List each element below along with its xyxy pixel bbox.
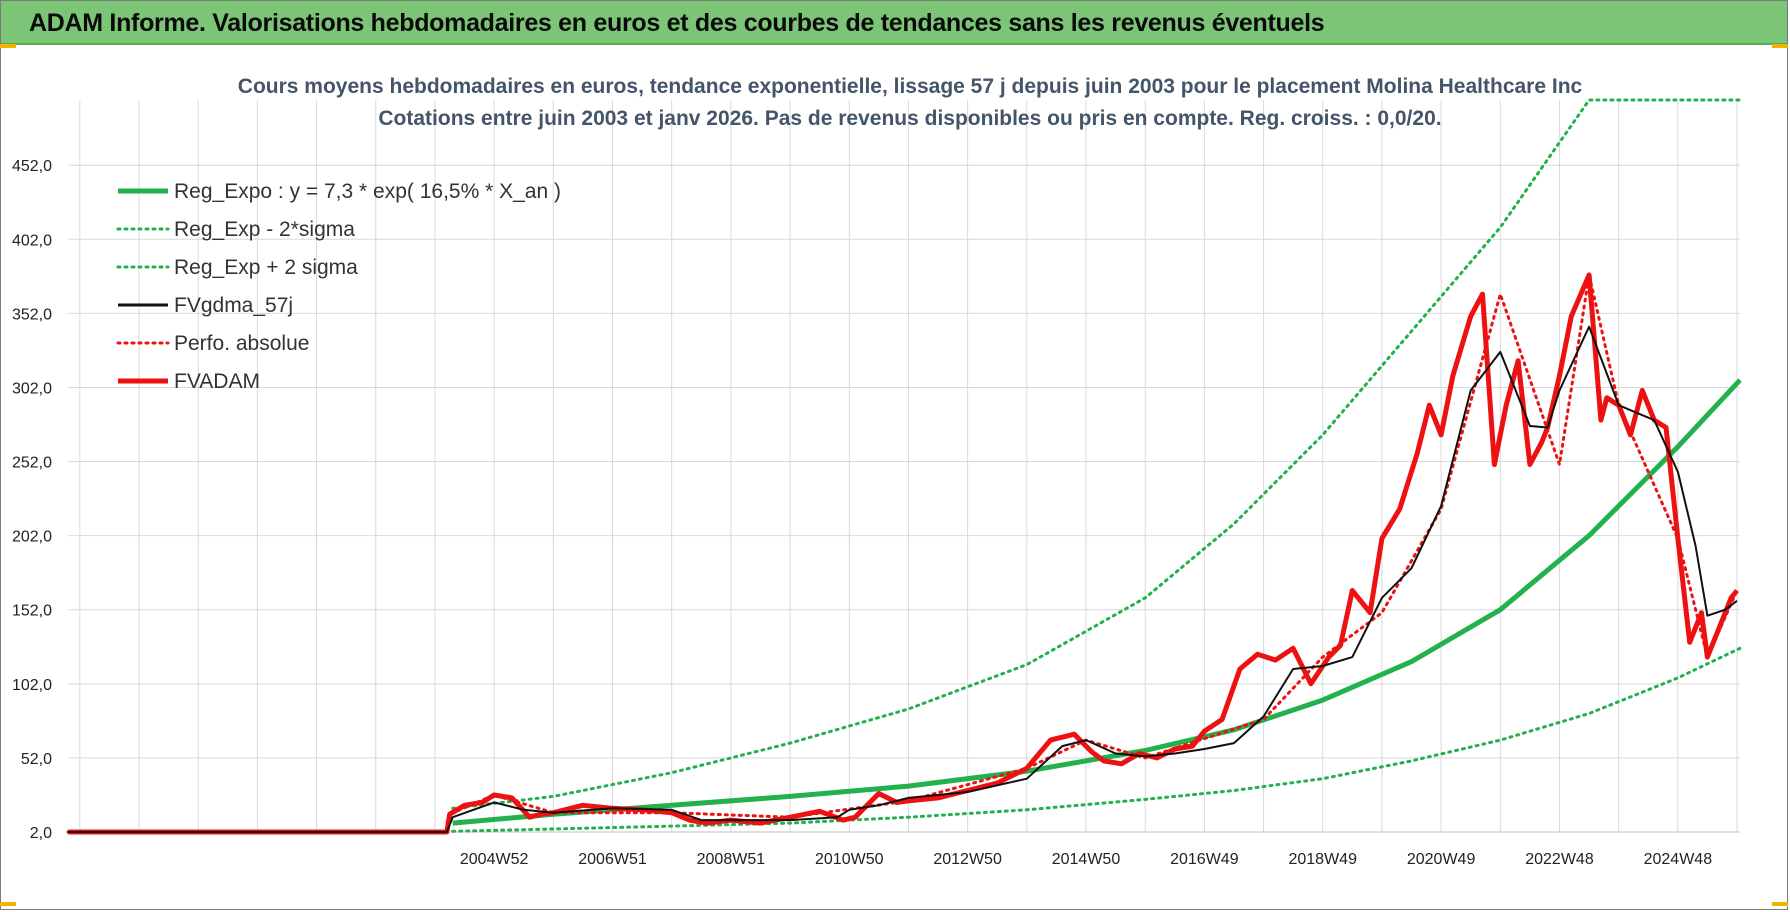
- legend-label: Reg_Expo : y = 7,3 * exp( 16,5% * X_an ): [174, 180, 561, 203]
- x-tick-label: 2012W50: [933, 851, 1002, 868]
- grid-layer: [68, 100, 1740, 833]
- legend-item: FVADAM: [118, 370, 260, 393]
- x-tick-label: 2008W51: [697, 851, 766, 868]
- legend-label: Perfo. absolue: [174, 332, 309, 355]
- x-tick-label: 2004W52: [460, 851, 529, 868]
- legend: Reg_Expo : y = 7,3 * exp( 16,5% * X_an )…: [116, 180, 561, 393]
- x-tick-label: 2016W49: [1170, 851, 1239, 868]
- corner-mark-top-right: [1772, 44, 1788, 48]
- legend-item: Reg_Exp + 2 sigma: [116, 256, 358, 279]
- x-axis: 2004W52 2006W51 2008W51 2010W50 2012W50 2014W…: [460, 851, 1712, 868]
- banner-title: ADAM Informe. Valorisations hebdomadaire…: [29, 9, 1325, 37]
- x-tick-label: 2022W48: [1525, 851, 1594, 868]
- y-tick-label: 152,0: [12, 603, 52, 620]
- series-layer: [66, 98, 1742, 835]
- legend-item: Perfo. absolue: [116, 332, 309, 355]
- legend-label: FVADAM: [174, 370, 260, 393]
- legend-label: Reg_Exp - 2*sigma: [174, 218, 355, 241]
- series-line: [451, 646, 1742, 833]
- y-tick-label: 302,0: [12, 380, 52, 397]
- corner-mark-top-left: [0, 44, 16, 48]
- y-tick-label: 202,0: [12, 529, 52, 546]
- y-tick-label: 452,0: [12, 158, 52, 175]
- x-tick-label: 2018W49: [1288, 851, 1357, 868]
- header-banner: ADAM Informe. Valorisations hebdomadaire…: [1, 1, 1787, 45]
- series-line: [68, 325, 1738, 833]
- legend-item: FVgdma_57j: [118, 294, 293, 317]
- x-tick-label: 2010W50: [815, 851, 884, 868]
- x-tick-label: 2006W51: [578, 851, 647, 868]
- x-tick-label: 2014W50: [1052, 851, 1121, 868]
- legend-item: Reg_Expo : y = 7,3 * exp( 16,5% * X_an ): [118, 180, 561, 203]
- series-line: [66, 273, 1739, 834]
- chart-subtitle: Cotations entre juin 2003 et janv 2026. …: [378, 107, 1441, 130]
- series-line: [452, 378, 1742, 826]
- y-tick-label: 52,0: [21, 751, 52, 768]
- chart-title: Cours moyens hebdomadaires en euros, ten…: [238, 75, 1583, 98]
- legend-label: FVgdma_57j: [174, 294, 293, 317]
- series-line: [451, 98, 1742, 810]
- y-tick-label: 352,0: [12, 306, 52, 323]
- y-tick-label: 102,0: [12, 677, 52, 694]
- corner-mark-bottom-left: [0, 902, 16, 906]
- y-tick-label: 402,0: [12, 232, 52, 249]
- y-tick-label: 252,0: [12, 455, 52, 472]
- corner-mark-bottom-right: [1772, 902, 1788, 906]
- y-tick-label: 2,0: [30, 825, 52, 842]
- y-axis: 2,0 52,0 102,0 152,0 202,0 252,0 302,0 352,0 402…: [12, 158, 52, 842]
- x-tick-label: 2020W49: [1407, 851, 1476, 868]
- legend-label: Reg_Exp + 2 sigma: [174, 256, 358, 279]
- x-tick-label: 2024W48: [1644, 851, 1713, 868]
- series-line: [68, 272, 1739, 835]
- legend-item: Reg_Exp - 2*sigma: [116, 218, 355, 241]
